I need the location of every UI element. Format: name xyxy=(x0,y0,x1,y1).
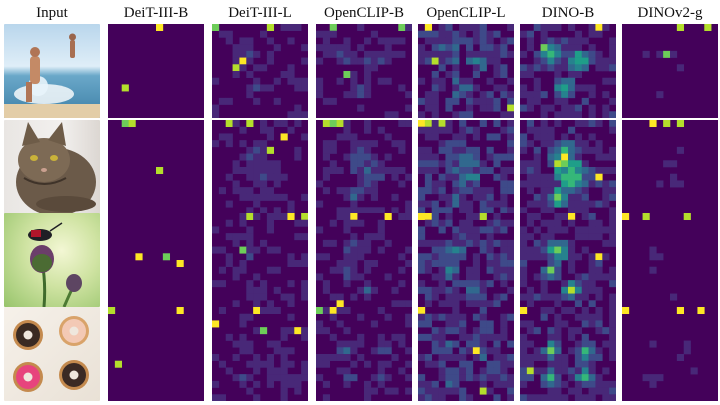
attention-map-dinov2-g-row-4 xyxy=(622,307,718,401)
attention-heatmap xyxy=(121,120,164,175)
attention-heatmap xyxy=(520,120,616,214)
attention-heatmap xyxy=(622,213,691,301)
beach-splash-photo-art xyxy=(4,33,100,118)
attention-map-dinov2-g-row-2 xyxy=(622,120,718,214)
attention-map-deit-iii-l-row-1 xyxy=(212,24,308,118)
attention-map-dino-b-row-1 xyxy=(520,24,616,118)
attention-heatmap xyxy=(418,24,514,118)
attention-heatmap xyxy=(520,24,616,118)
attention-map-deit-iii-l-row-3 xyxy=(212,213,308,307)
cat-photo-art xyxy=(16,122,96,214)
attention-map-openclip-b-row-3 xyxy=(316,213,412,307)
attention-heatmap xyxy=(316,307,412,401)
donuts-photo-art xyxy=(13,316,89,392)
attention-heatmap xyxy=(642,24,712,99)
attention-heatmap xyxy=(212,307,308,401)
beach-splash-photo xyxy=(4,24,100,118)
attention-map-openclip-l-row-4 xyxy=(418,307,514,401)
attention-heatmap xyxy=(212,24,308,118)
donuts-photo xyxy=(4,307,100,401)
attention-map-openclip-l-row-2 xyxy=(418,120,514,214)
attention-heatmap xyxy=(108,307,184,368)
attention-map-openclip-b-row-2 xyxy=(316,120,412,214)
column-header-0: Input xyxy=(36,5,68,21)
attention-map-openclip-l-row-3 xyxy=(418,213,514,307)
attention-heatmap xyxy=(212,213,308,307)
attention-heatmap xyxy=(316,120,412,214)
attention-map-dino-b-row-3 xyxy=(520,213,616,307)
attention-map-dino-b-row-4 xyxy=(520,307,616,401)
insect-on-thistle-photo xyxy=(4,213,100,307)
column-header-6: DINOv2-g xyxy=(637,5,703,21)
attention-heatmap xyxy=(316,213,412,307)
attention-map-deit-iii-l-row-2 xyxy=(212,120,308,214)
attention-heatmap xyxy=(121,24,164,92)
attention-map-openclip-b-row-1 xyxy=(316,24,412,118)
cat-photo xyxy=(4,120,100,214)
column-header-4: OpenCLIP-L xyxy=(426,5,506,21)
attention-heatmap xyxy=(418,213,514,307)
attention-map-deit-iii-l-row-4 xyxy=(212,307,308,401)
attention-map-deit-iii-b-row-3 xyxy=(108,213,204,307)
column-header-3: OpenCLIP-B xyxy=(324,5,404,21)
attention-heatmap xyxy=(520,213,616,307)
attention-heatmap xyxy=(418,307,514,401)
attention-heatmap xyxy=(649,120,685,188)
attention-heatmap xyxy=(418,120,514,214)
attention-map-openclip-l-row-1 xyxy=(418,24,514,118)
attention-map-deit-iii-b-row-4 xyxy=(108,307,204,401)
attention-map-deit-iii-b-row-1 xyxy=(108,24,204,118)
column-header-5: DINO-B xyxy=(541,5,595,21)
attention-map-deit-iii-b-row-2 xyxy=(108,120,204,214)
attention-heatmap xyxy=(212,120,308,214)
attention-heatmap xyxy=(622,307,705,388)
column-header-2: DeiT-III-L xyxy=(228,5,292,21)
attention-heatmap xyxy=(135,253,184,268)
attention-map-dinov2-g-row-1 xyxy=(622,24,718,118)
insect-on-thistle-photo-art xyxy=(28,222,82,307)
column-header-1: DeiT-III-B xyxy=(123,5,189,21)
attention-heatmap xyxy=(520,307,616,401)
attention-map-openclip-b-row-4 xyxy=(316,307,412,401)
attention-map-dino-b-row-2 xyxy=(520,120,616,214)
attention-map-dinov2-g-row-3 xyxy=(622,213,718,307)
attention-heatmap xyxy=(316,24,412,118)
